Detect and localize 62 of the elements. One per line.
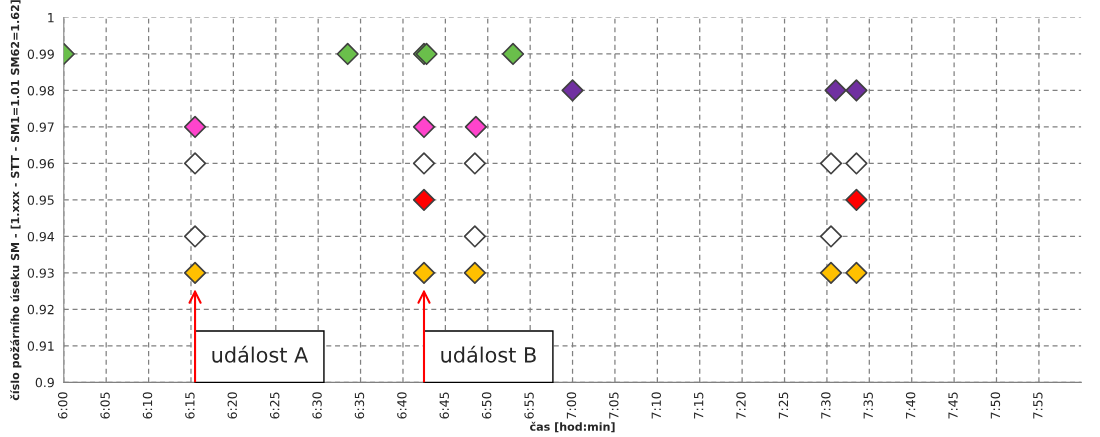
y-tick-label: 0.93 [27, 268, 54, 278]
x-tick-label: 7:35 [863, 392, 873, 419]
x-axis-title: čas [hod:min] [530, 421, 615, 433]
point [336, 42, 359, 66]
x-tick-label: 7:20 [736, 392, 746, 419]
point [412, 261, 436, 285]
point [183, 261, 207, 285]
point [819, 225, 843, 248]
x-tick-label: 7:40 [905, 392, 916, 419]
y-tick-label: 0.97 [27, 122, 54, 132]
point [412, 115, 436, 139]
x-tick-label: 7:05 [609, 392, 619, 419]
x-tick-label: 6:30 [312, 392, 322, 419]
x-tick-label: 7:30 [821, 392, 831, 419]
x-tick-label: 6:00 [57, 392, 68, 419]
x-tick-label: 6:05 [100, 392, 110, 419]
x-tick-label: 7:45 [948, 392, 958, 419]
x-tick-label: 6:55 [524, 392, 534, 419]
point [463, 225, 487, 248]
x-tick-label: 6:15 [185, 392, 195, 419]
point [463, 152, 487, 175]
x-tick-label: 6:10 [142, 392, 153, 419]
point [463, 261, 487, 285]
x-tick-label: 7:10 [651, 392, 661, 419]
point [845, 152, 868, 175]
x-tick-label: 6:35 [354, 392, 365, 419]
point [845, 261, 868, 285]
point [561, 79, 584, 102]
point [819, 261, 843, 285]
x-tick-label: 7:25 [778, 392, 789, 419]
y-axis-title: číslo požárního úseku SM - [1.xxx - STT - SM1=1.01 SM62=1.62] [10, 0, 22, 401]
y-tick-label: 0.96 [27, 158, 54, 169]
x-tick-label: 6:40 [397, 392, 407, 419]
y-tick-label: 0.95 [27, 195, 54, 205]
x-tick-label: 7:50 [990, 392, 1001, 419]
point [819, 152, 843, 175]
point [501, 42, 525, 66]
x-tick-label: 7:55 [1033, 392, 1043, 419]
point [464, 115, 488, 139]
point [183, 152, 207, 175]
y-tick-label: 0.92 [27, 304, 54, 315]
y-tick-label: 0.9 [35, 377, 54, 388]
point [824, 79, 847, 102]
point [183, 225, 207, 248]
point [412, 152, 436, 175]
annotation: událost A [212, 345, 309, 363]
x-tick-label: 6:20 [227, 392, 237, 419]
x-tick-label: 7:15 [694, 392, 704, 419]
point [183, 115, 207, 139]
y-tick-label: 0.91 [27, 341, 54, 351]
x-tick-label: 6:50 [481, 392, 492, 419]
point [845, 188, 868, 212]
point [412, 188, 436, 212]
y-tick-label: 0.98 [27, 85, 54, 96]
annotation: událost B [441, 345, 536, 363]
x-tick-label: 7:00 [566, 392, 577, 419]
x-tick-label: 6:25 [269, 392, 280, 419]
y-tick-label: 0.94 [27, 231, 55, 242]
y-tick-label: 0.99 [27, 49, 54, 59]
point [845, 79, 868, 102]
x-tick-label: 6:45 [439, 392, 449, 419]
y-tick-label: 1 [48, 13, 54, 23]
